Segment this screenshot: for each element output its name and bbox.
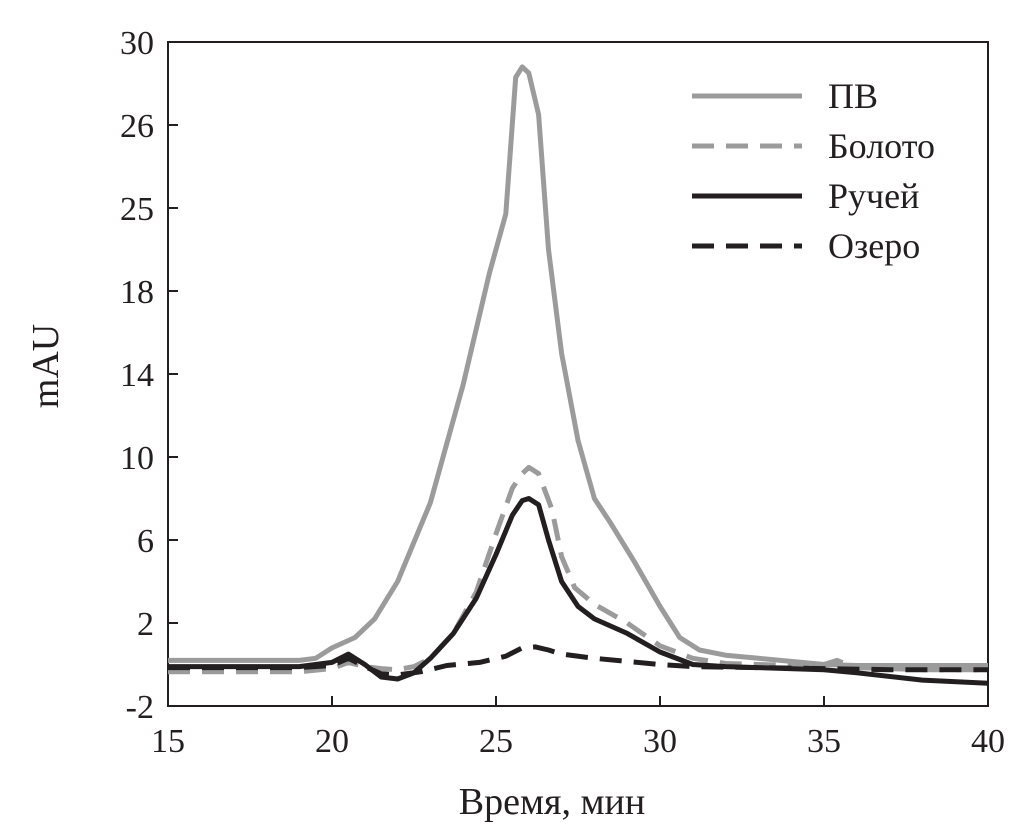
x-axis-title: Время, мин xyxy=(459,781,645,823)
x-tick-label: 15 xyxy=(151,723,185,760)
y-tick-label: 10 xyxy=(120,440,154,477)
x-tick-label: 35 xyxy=(807,723,841,760)
series-line-4 xyxy=(168,644,988,678)
x-tick-label: 30 xyxy=(643,723,677,760)
y-tick-label: 14 xyxy=(120,357,154,394)
legend: ПВ Болото Ручей Озеро xyxy=(692,76,935,266)
y-tick-label: 18 xyxy=(120,274,154,311)
y-tick-label: 26 xyxy=(120,108,154,145)
legend-label: Озеро xyxy=(828,226,920,266)
x-tick-label: 20 xyxy=(315,723,349,760)
x-tick-label: 25 xyxy=(479,723,513,760)
y-tick-label: 25 xyxy=(120,191,154,228)
x-axis-ticks: 15 20 25 30 35 40 xyxy=(151,696,1005,760)
y-tick-label: 30 xyxy=(120,25,154,62)
y-tick-label: -2 xyxy=(126,689,154,726)
y-axis-title: mAU xyxy=(25,324,67,408)
x-tick-label: 40 xyxy=(971,723,1005,760)
legend-label: Болото xyxy=(828,126,935,166)
y-tick-label: 6 xyxy=(137,523,154,560)
legend-label: Ручей xyxy=(828,176,919,216)
legend-label: ПВ xyxy=(828,76,878,116)
y-axis-ticks: 30 26 25 18 14 10 6 2 -2 xyxy=(120,25,178,726)
series-line-2 xyxy=(168,464,988,675)
series-lines xyxy=(168,64,989,686)
y-tick-label: 2 xyxy=(137,606,154,643)
series-line-1 xyxy=(168,64,988,668)
